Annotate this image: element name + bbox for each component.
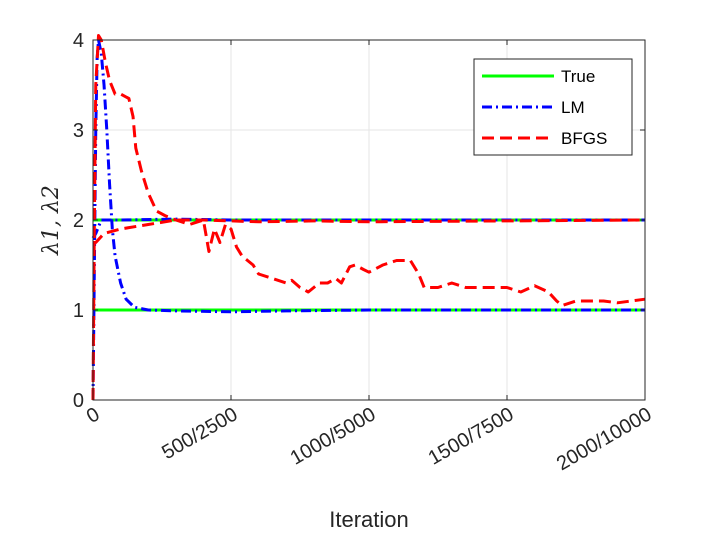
x-tick-label: 1000/5000 — [287, 403, 380, 469]
y-tick-label: 2 — [73, 210, 84, 232]
series-bfgs-line-2 — [93, 218, 646, 244]
y-tick-label: 1 — [73, 300, 84, 322]
series-bfgs-line-1 — [91, 34, 646, 401]
legend-label-bfgs: BFGS — [561, 129, 607, 148]
x-tick-label: 1500/7500 — [425, 403, 518, 469]
legend-label-true: True — [561, 67, 595, 86]
x-tick-label: 0 — [83, 403, 104, 428]
y-tick-label: 3 — [73, 120, 84, 142]
plot-lines — [91, 34, 646, 401]
x-tick-label: 500/2500 — [158, 403, 241, 464]
legend: True LM BFGS — [473, 58, 633, 156]
legend-label-lm: LM — [561, 98, 585, 117]
y-tick-label: 4 — [73, 30, 84, 52]
x-tick-label: 2000/10000 — [553, 403, 656, 475]
ticks — [92, 39, 646, 401]
x-axis-label: Iteration — [329, 507, 409, 532]
y-axis-label: λ1, λ2 — [39, 185, 64, 256]
y-tick-label: 0 — [73, 390, 84, 412]
